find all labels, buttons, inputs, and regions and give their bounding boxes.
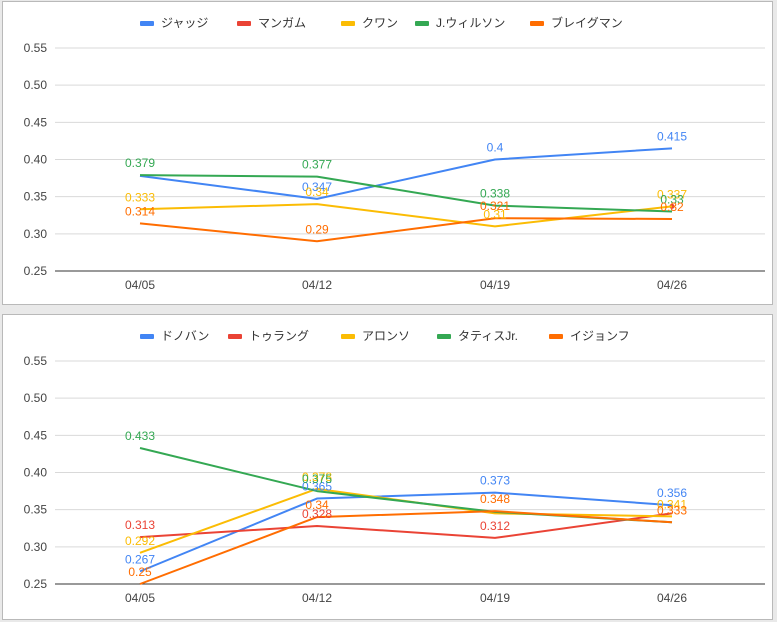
y-tick-label: 0.55 — [24, 41, 48, 55]
y-tick-label: 0.35 — [24, 503, 48, 517]
data-label: 0.375 — [302, 472, 332, 486]
y-tick-label: 0.40 — [24, 466, 48, 480]
data-label: 0.415 — [657, 129, 687, 143]
data-label: 0.433 — [125, 429, 155, 443]
x-tick-label: 04/19 — [480, 591, 510, 605]
legend-swatch — [341, 21, 355, 26]
legend-swatch — [140, 21, 154, 26]
legend-label[interactable]: アロンソ — [362, 329, 410, 343]
series-line[interactable] — [139, 487, 673, 554]
y-tick-label: 0.30 — [24, 540, 48, 554]
line-chart-bottom: 0.25 0.30 0.35 0.40 0.45 0.50 0.55 04/05 04/12 04… — [24, 329, 765, 605]
y-tick-label: 0.25 — [24, 264, 48, 278]
data-label: 0.348 — [480, 492, 510, 506]
series-line[interactable] — [139, 510, 673, 585]
data-label: 0.313 — [125, 518, 155, 532]
data-label: 0.321 — [480, 199, 510, 213]
x-tick-label: 04/26 — [657, 591, 687, 605]
line-chart-top: 0.25 0.30 0.35 0.40 0.45 0.50 0.55 04/05 04/12 04… — [24, 15, 765, 292]
legend-label[interactable]: トゥラング — [249, 329, 309, 343]
legend-label[interactable]: イジョンフ — [570, 329, 630, 343]
legend-label[interactable]: タティスJr. — [458, 329, 518, 343]
legend-label[interactable]: ブレイグマン — [551, 15, 623, 30]
chart-panel-bottom: 0.25 0.30 0.35 0.40 0.45 0.50 0.55 04/05 04/12 04… — [2, 314, 773, 620]
data-label: 0.312 — [480, 519, 510, 533]
legend-swatch — [415, 21, 429, 26]
data-label: 0.377 — [302, 158, 332, 172]
data-label: 0.4 — [487, 141, 504, 155]
y-tick-label: 0.40 — [24, 153, 48, 167]
data-label: 0.373 — [480, 474, 510, 488]
legend-swatch — [228, 334, 242, 339]
series-line[interactable] — [139, 174, 673, 213]
x-tick-label: 04/05 — [125, 591, 155, 605]
series-line[interactable] — [139, 203, 673, 228]
legend-label[interactable]: ドノバン — [161, 329, 209, 343]
data-label: 0.34 — [305, 498, 329, 512]
y-tick-label: 0.35 — [24, 190, 48, 204]
data-label: 0.31 — [483, 207, 507, 221]
data-label: 0.267 — [125, 552, 155, 566]
data-label: 0.356 — [657, 486, 687, 500]
data-label: 0.378 — [302, 470, 332, 484]
legend-label[interactable]: クワン — [362, 16, 398, 30]
data-label: 0.337 — [657, 187, 687, 201]
y-tick-label: 0.50 — [24, 391, 48, 405]
x-tick-label: 04/12 — [302, 591, 332, 605]
legend-swatch — [341, 334, 355, 339]
legend-label[interactable]: マンガム — [258, 16, 306, 30]
series-line[interactable] — [139, 147, 673, 200]
data-label: 0.292 — [125, 534, 155, 548]
series-line[interactable] — [139, 446, 673, 524]
x-tick-label: 04/26 — [657, 278, 687, 292]
legend-swatch — [530, 21, 544, 26]
legend-swatch — [437, 334, 451, 339]
y-tick-label: 0.55 — [24, 354, 48, 368]
x-tick-label: 04/05 — [125, 278, 155, 292]
data-label: 0.328 — [302, 507, 332, 521]
data-label: 0.25 — [128, 565, 152, 579]
series-line[interactable] — [139, 512, 673, 539]
legend-label[interactable]: ジャッジ — [161, 16, 208, 30]
data-label: 0.379 — [125, 156, 155, 170]
y-tick-label: 0.50 — [24, 78, 48, 92]
data-label: 0.33 — [660, 193, 684, 207]
series-line[interactable] — [139, 217, 673, 243]
y-tick-label: 0.30 — [24, 227, 48, 241]
data-label: 0.338 — [480, 187, 510, 201]
data-label: 0.341 — [657, 497, 687, 511]
y-tick-label: 0.25 — [24, 577, 48, 591]
legend-label[interactable]: J.ウィルソン — [436, 16, 505, 30]
legend-swatch — [237, 21, 251, 26]
data-label: 0.314 — [125, 204, 155, 218]
y-tick-label: 0.45 — [24, 428, 48, 442]
chart-panel-top: 0.25 0.30 0.35 0.40 0.45 0.50 0.55 04/05 04/12 04… — [2, 1, 773, 305]
data-label: 0.333 — [125, 190, 155, 204]
data-label: 0.32 — [660, 200, 684, 214]
legend-swatch — [140, 334, 154, 339]
data-label: 0.347 — [302, 180, 332, 194]
data-label: 0.34 — [305, 185, 329, 199]
y-tick-label: 0.45 — [24, 115, 48, 129]
x-tick-label: 04/19 — [480, 278, 510, 292]
data-label: 0.365 — [302, 480, 332, 494]
x-tick-label: 04/12 — [302, 278, 332, 292]
legend-swatch — [549, 334, 563, 339]
data-label: 0.29 — [305, 222, 329, 236]
data-label: 0.333 — [657, 503, 687, 517]
series-line[interactable] — [139, 491, 673, 573]
